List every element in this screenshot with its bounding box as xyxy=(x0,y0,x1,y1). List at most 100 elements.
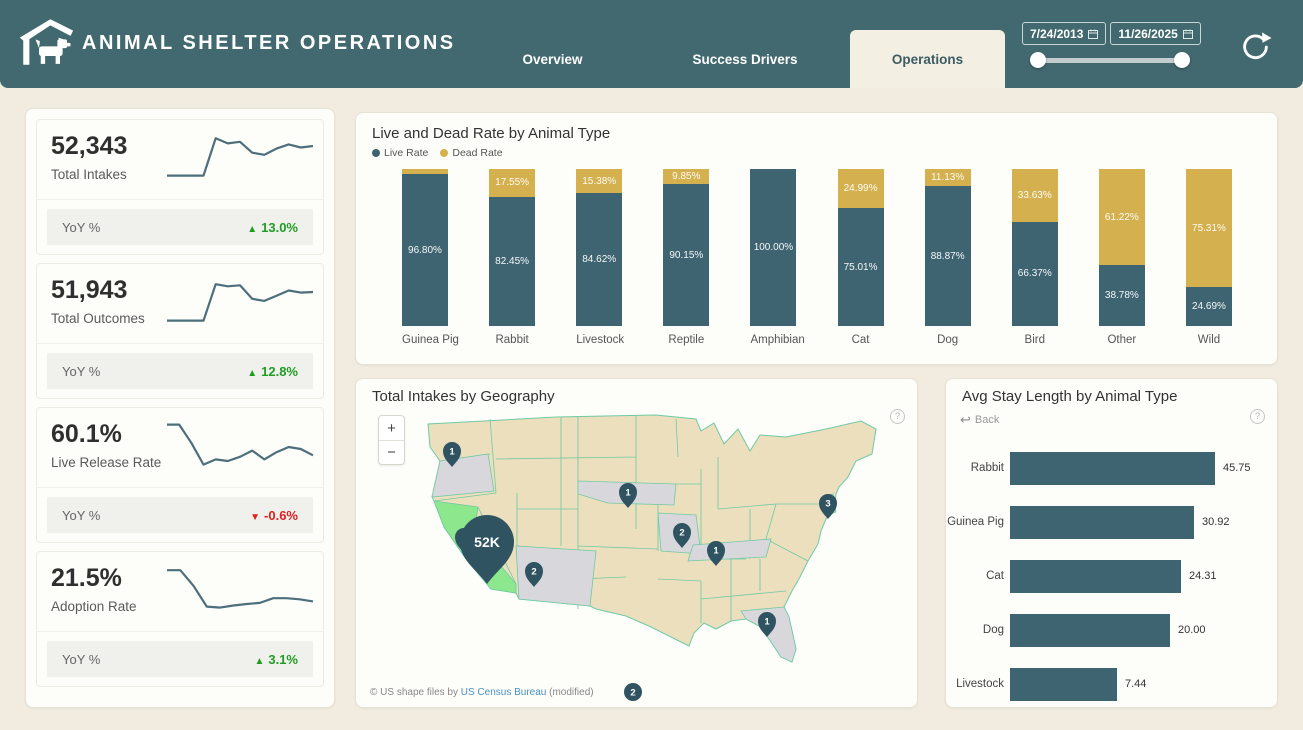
map-marker-2[interactable]: 2 xyxy=(525,562,543,587)
map-marker-3[interactable]: 3 xyxy=(819,494,837,519)
dead-segment[interactable]: 15.38% xyxy=(576,169,623,194)
live-rate-dot-icon xyxy=(372,149,380,157)
legend-live-rate[interactable]: Live Rate xyxy=(372,147,428,159)
live-segment[interactable]: 82.45% xyxy=(489,196,536,326)
help-icon[interactable]: ? xyxy=(890,409,905,424)
stacked-bar-bird[interactable]: 33.63% 66.37% Bird xyxy=(1011,169,1058,346)
slider-handle-end[interactable] xyxy=(1174,52,1190,68)
map-marker-1[interactable]: 1 xyxy=(707,541,725,566)
date-range: 7/24/2013 11/26/2025 xyxy=(1022,22,1201,45)
stacked-bar-livestock[interactable]: 15.38% 84.62% Livestock xyxy=(576,169,625,346)
live-segment[interactable]: 66.37% xyxy=(1011,221,1058,326)
state-oregon[interactable] xyxy=(431,453,495,498)
map-marker-1[interactable]: 1 xyxy=(758,612,776,637)
yoy-strip: YoY % ▲ 3.1% xyxy=(47,641,313,677)
map-marker-52k[interactable]: 52K xyxy=(460,515,514,584)
back-button[interactable]: ↩ Back xyxy=(960,412,1000,427)
dead-segment[interactable]: 75.31% xyxy=(1185,169,1232,288)
legend-dead-rate[interactable]: Dead Rate xyxy=(440,147,503,159)
dead-rate-dot-icon xyxy=(440,149,449,157)
hbar-dog[interactable] xyxy=(1010,613,1170,647)
dead-segment[interactable]: 61.22% xyxy=(1098,169,1145,266)
svg-text:3: 3 xyxy=(825,499,830,510)
stay-row-livestock: Livestock 7.44 xyxy=(946,657,1277,711)
map-marker-1[interactable]: 1 xyxy=(443,442,461,467)
category-label: Bird xyxy=(1024,334,1045,346)
zoom-in-button[interactable]: + xyxy=(387,419,396,437)
live-segment[interactable]: 38.78% xyxy=(1098,265,1145,326)
yoy-label: YoY % xyxy=(62,363,101,379)
category-label: Amphibian xyxy=(750,334,805,346)
dead-segment[interactable]: 11.13% xyxy=(924,169,971,187)
hbar-livestock[interactable] xyxy=(1010,667,1117,701)
stacked-bar-cat[interactable]: 24.99% 75.01% Cat xyxy=(837,169,884,346)
slider-track[interactable] xyxy=(1036,58,1184,63)
yoy-strip: YoY % ▼ -0.6% xyxy=(47,497,313,533)
refresh-icon[interactable] xyxy=(1238,30,1272,64)
map-marker-2[interactable]: 2 xyxy=(624,683,642,701)
stacked-bar-other[interactable]: 61.22% 38.78% Other xyxy=(1098,169,1145,346)
start-date-field[interactable]: 7/24/2013 xyxy=(1022,22,1107,45)
kpi-label: Total Intakes xyxy=(51,167,127,182)
sparkline-chart xyxy=(167,137,314,177)
stacked-bar-reptile[interactable]: 9.85% 90.15% Reptile xyxy=(663,169,710,346)
live-segment[interactable]: 24.69% xyxy=(1185,287,1232,326)
stacked-bar-guinea-pig[interactable]: 96.80% Guinea Pig xyxy=(402,169,459,346)
yoy-label: YoY % xyxy=(62,507,101,523)
dead-segment[interactable]: 9.85% xyxy=(663,169,710,185)
avg-stay-chart-card: Avg Stay Length by Animal Type ↩ Back ? … xyxy=(945,378,1278,708)
stacked-bar-dog[interactable]: 11.13% 88.87% Dog xyxy=(924,169,971,346)
tab-success-drivers[interactable]: Success Drivers xyxy=(692,51,798,67)
live-segment[interactable]: 90.15% xyxy=(663,184,710,326)
dead-segment[interactable]: 33.63% xyxy=(1011,169,1058,222)
map-attribution: © US shape files by US Census Bureau (mo… xyxy=(370,687,594,698)
yoy-label: YoY % xyxy=(62,651,101,667)
live-segment[interactable]: 84.62% xyxy=(576,193,623,326)
live-segment[interactable]: 96.80% xyxy=(402,174,448,326)
state-arizona[interactable] xyxy=(515,545,597,607)
dead-segment[interactable]: 24.99% xyxy=(837,169,884,209)
zoom-out-button[interactable]: − xyxy=(379,440,404,464)
map-marker-2[interactable]: 2 xyxy=(673,523,691,548)
date-range-slider[interactable] xyxy=(1030,52,1190,68)
live-segment[interactable]: 100.00% xyxy=(750,169,797,326)
svg-text:2: 2 xyxy=(679,528,684,539)
category-label: Livestock xyxy=(956,678,1004,690)
yoy-strip: YoY % ▲ 13.0% xyxy=(47,209,313,245)
hbar-plot: Rabbit 45.75 Guinea Pig 30.92 Cat 24.31 Dog 20.… xyxy=(946,441,1277,711)
sparkline-chart xyxy=(167,569,314,609)
census-bureau-link[interactable]: US Census Bureau xyxy=(460,687,547,698)
live-segment[interactable]: 88.87% xyxy=(924,186,971,326)
stacked-bar-amphibian[interactable]: 100.00% Amphibian xyxy=(750,169,805,346)
category-label: Livestock xyxy=(576,334,625,346)
value-label: 45.75 xyxy=(1223,462,1251,474)
category-label: Cat xyxy=(986,570,1004,582)
svg-text:2: 2 xyxy=(531,567,536,578)
map-marker-1[interactable]: 1 xyxy=(619,483,637,508)
kpi-label: Total Outcomes xyxy=(51,311,145,326)
dead-segment[interactable]: 17.55% xyxy=(489,169,536,197)
hbar-cat[interactable] xyxy=(1010,559,1181,593)
stay-row-dog: Dog 20.00 xyxy=(946,603,1277,657)
category-label: Other xyxy=(1107,334,1137,346)
hbar-rabbit[interactable] xyxy=(1010,451,1215,485)
category-label: Dog xyxy=(982,624,1004,636)
yoy-value: ▲ 3.1% xyxy=(254,651,298,667)
value-label: 30.92 xyxy=(1202,516,1230,528)
hbar-guinea-pig[interactable] xyxy=(1010,505,1194,539)
yoy-strip: YoY % ▲ 12.8% xyxy=(47,353,313,389)
tab-operations[interactable]: Operations xyxy=(850,30,1005,88)
stacked-bar-wild[interactable]: 75.31% 24.69% Wild xyxy=(1185,169,1232,346)
help-icon[interactable]: ? xyxy=(1250,409,1265,424)
kpi-panel: 52,343 Total Intakes YoY % ▲ 13.0% 51,943… xyxy=(25,108,335,708)
category-label: Guinea Pig xyxy=(947,516,1004,528)
stay-row-cat: Cat 24.31 xyxy=(946,549,1277,603)
yoy-value: ▲ 12.8% xyxy=(247,363,298,379)
us-map: 11213352K212 xyxy=(427,414,877,701)
end-date-field[interactable]: 11/26/2025 xyxy=(1110,22,1201,45)
slider-handle-start[interactable] xyxy=(1030,52,1046,68)
dead-segment[interactable] xyxy=(402,169,448,175)
live-segment[interactable]: 75.01% xyxy=(837,208,884,326)
tab-overview[interactable]: Overview xyxy=(522,51,583,67)
stacked-bar-rabbit[interactable]: 17.55% 82.45% Rabbit xyxy=(489,169,536,346)
